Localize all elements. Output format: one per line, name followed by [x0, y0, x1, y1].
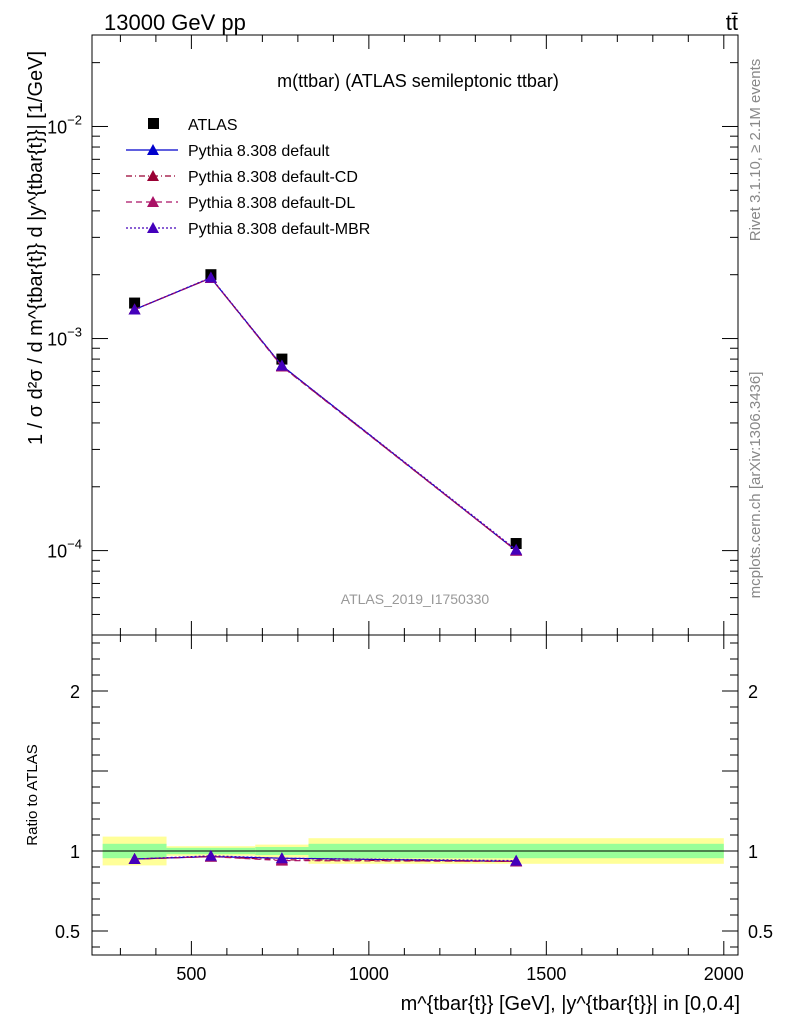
ratio-point	[510, 854, 523, 866]
legend-label: Pythia 8.308 default-CD	[188, 169, 358, 186]
legend-label: Pythia 8.308 default	[188, 143, 330, 160]
atlas-point	[129, 297, 141, 309]
watermark: ATLAS_2019_I1750330	[341, 591, 490, 607]
ratio-y-tick-label-right: 2	[748, 682, 758, 702]
ratio-point	[275, 852, 288, 864]
main-y-tick-label: 10−4	[47, 537, 82, 562]
atlas-point	[510, 538, 522, 550]
ratio-line-2	[134, 855, 517, 863]
main-data-marks	[128, 269, 523, 556]
legend-marker	[147, 222, 159, 233]
ratio-y-tick-label: 1	[70, 842, 80, 862]
main-y-axis-label: 1 / σ d²σ / d m^{tbar{t}} d |y^{tbar{t}}…	[25, 51, 47, 445]
mc-point	[128, 303, 141, 315]
ratio-y-tick-label: 0.5	[55, 922, 80, 942]
ratio-point	[128, 853, 141, 864]
x-axis-label: m^{tbar{t}} [GeV], |y^{tbar{t}}| in [0,0…	[401, 993, 740, 1015]
mc-point	[510, 543, 523, 555]
header-left: 13000 GeV pp	[104, 10, 246, 35]
atlas-point	[276, 353, 288, 365]
ratio-panel-frame	[91, 634, 739, 956]
ratio-y-axis-label: Ratio to ATLAS	[24, 744, 41, 845]
mc-line-2	[134, 277, 517, 552]
legend-marker	[147, 170, 159, 181]
legend-marker	[147, 144, 159, 155]
x-tick-label: 2000	[704, 964, 744, 984]
mc-point	[275, 359, 288, 371]
mc-line-3	[134, 276, 517, 551]
mc-line-0	[134, 277, 517, 552]
rivet-label: Rivet 3.1.10, ≥ 2.1M events	[747, 59, 764, 242]
x-tick-label: 500	[176, 964, 206, 984]
main-title: m(ttbar) (ATLAS semileptonic ttbar)	[277, 71, 559, 91]
main-y-tick-label: 10−2	[47, 112, 82, 137]
mc-line-1	[134, 277, 517, 552]
x-tick-label: 1500	[526, 964, 566, 984]
legend: ATLAS Pythia 8.308 default Pythia 8.308 de…	[126, 117, 370, 238]
x-tick-label: 1000	[349, 964, 389, 984]
ratio-line-3	[134, 855, 517, 862]
legend-label: ATLAS	[188, 117, 238, 134]
ratio-y-tick-label-right: 1	[748, 842, 758, 862]
mcplots-label: mcplots.cern.ch [arXiv:1306.3436]	[747, 372, 764, 599]
header-right: tt̄	[726, 10, 738, 35]
ratio-axis-ticks: 500 1000 1500 2000 0.5 0.5 1 1 2 2	[55, 635, 773, 984]
ratio-data-marks	[128, 849, 523, 867]
ratio-point	[204, 849, 217, 861]
legend-marker	[147, 196, 159, 207]
mc-point	[204, 271, 217, 283]
legend-label: Pythia 8.308 default-DL	[188, 195, 355, 212]
ratio-y-tick-label: 2	[70, 682, 80, 702]
legend-label: Pythia 8.308 default-MBR	[188, 221, 370, 238]
ratio-y-tick-label-right: 0.5	[748, 922, 773, 942]
main-y-tick-label: 10−3	[47, 325, 82, 350]
legend-marker-atlas	[148, 118, 159, 129]
